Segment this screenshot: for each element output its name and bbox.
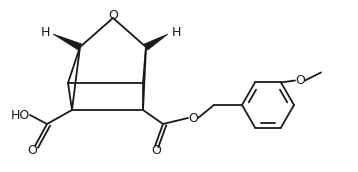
Text: H: H (40, 25, 50, 39)
Text: O: O (188, 111, 198, 125)
Polygon shape (144, 34, 168, 50)
Text: O: O (295, 74, 305, 87)
Text: O: O (27, 144, 37, 158)
Polygon shape (53, 34, 82, 50)
Text: HO: HO (10, 109, 30, 121)
Text: O: O (151, 144, 161, 158)
Text: H: H (171, 25, 181, 39)
Text: O: O (108, 8, 118, 22)
